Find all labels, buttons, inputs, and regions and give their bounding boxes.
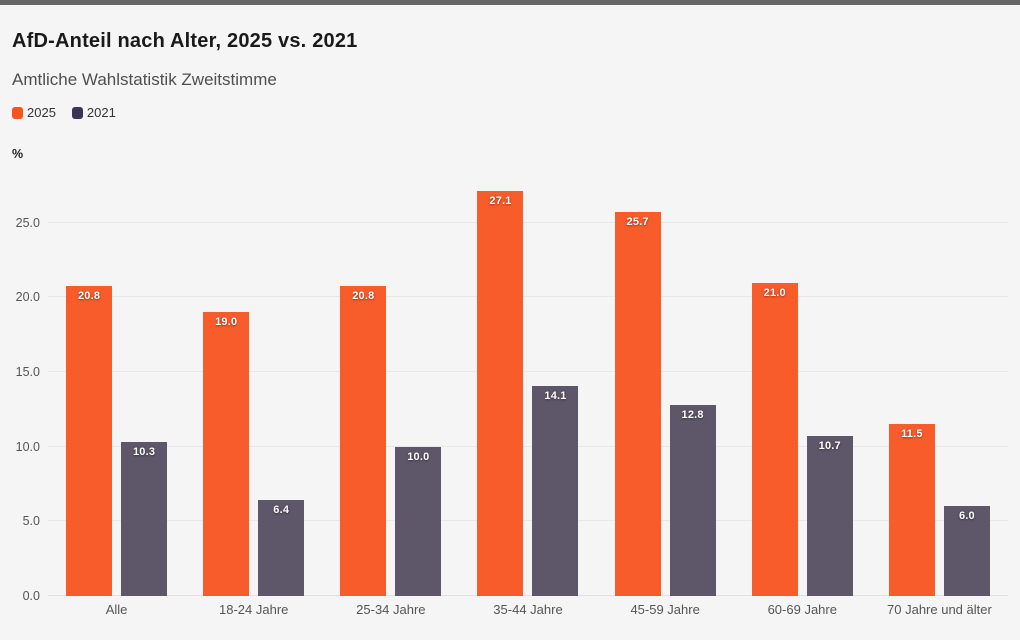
plot-area: 0.0 5.0 10.0 15.0 20.0 25.0 20.8 10.3 19.0 6.4 20.…: [16, 178, 1008, 603]
bar-group: 19.0 6.4: [185, 178, 322, 596]
bar-value-label: 20.8: [352, 289, 375, 302]
bar-2021: 10.7: [806, 436, 853, 596]
bar-group: 20.8 10.3: [48, 178, 185, 596]
bar-value-label: 21.0: [763, 286, 786, 299]
bar-value-label: 27.1: [489, 195, 512, 208]
x-axis-label: 35-44 Jahre: [493, 601, 563, 617]
y-tick-label: 5.0: [22, 514, 40, 529]
gridline: [48, 520, 1008, 522]
bar-value-label: 14.1: [544, 389, 567, 402]
chart-header: AfD-Anteil nach Alter, 2025 vs. 2021 Amt…: [0, 5, 1020, 120]
bar-value-label: 25.7: [626, 216, 649, 229]
top-accent-bar: [0, 0, 1020, 5]
page-title: AfD-Anteil nach Alter, 2025 vs. 2021: [12, 30, 358, 52]
legend: 2025 2021: [12, 105, 1008, 120]
bar-value-label: 11.5: [901, 428, 923, 441]
x-axis-label: 45-59 Jahre: [630, 601, 700, 617]
bar-2025: 27.1: [477, 191, 524, 596]
y-tick-label: 0.0: [22, 589, 40, 603]
bar-value-label: 10.3: [132, 446, 156, 459]
bar-value-label: 12.8: [681, 408, 704, 421]
bar-2025: 11.5: [888, 424, 935, 596]
bar-2025: 25.7: [614, 212, 661, 596]
bar-2025: 20.8: [340, 285, 387, 596]
y-tick-label: 10.0: [15, 439, 40, 454]
bar-value-label: 10.7: [818, 440, 841, 453]
bar-2021: 10.3: [121, 442, 168, 596]
chart-subtitle: Amtliche Wahlstatistik Zweitstimme: [12, 70, 277, 89]
bar-value-label: 6.4: [273, 504, 290, 517]
bar-group: 11.5 6.0: [871, 178, 1008, 596]
gridline: [48, 595, 1008, 596]
bar-group: 21.0 10.7: [734, 178, 871, 596]
x-axis-label: 70 Jahre und älter: [887, 601, 992, 617]
bar-2021: 10.0: [395, 446, 442, 596]
bar-value-label: 19.0: [215, 316, 238, 329]
gridline: [48, 371, 1008, 373]
gridline: [48, 296, 1008, 298]
bar-2021: 6.0: [943, 506, 990, 596]
bar-value-label: 20.8: [77, 289, 101, 302]
y-axis-unit-label: %: [12, 147, 24, 161]
bar-2021: 12.8: [669, 404, 716, 596]
legend-label-2025: 2025: [27, 105, 56, 120]
bar-groups: 20.8 10.3 19.0 6.4 20.8 10.0 27.1 14.1 25.7 12.8 2…: [48, 178, 1008, 596]
gridline: [48, 221, 1008, 223]
bar-value-label: 6.0: [958, 510, 975, 523]
bar-2025: 19.0: [203, 312, 250, 596]
legend-swatch-2021: [71, 106, 83, 119]
legend-swatch-2025: [12, 106, 23, 119]
y-tick-label: 15.0: [15, 365, 40, 380]
bar-2021: 14.1: [532, 385, 579, 596]
x-axis-label: 25-34 Jahre: [356, 601, 426, 617]
gridline: [48, 445, 1008, 447]
bar-group: 25.7 12.8: [597, 178, 734, 596]
x-axis-label: 60-69 Jahre: [767, 601, 837, 617]
x-axis-label: 18-24 Jahre: [219, 601, 289, 617]
bar-2021: 6.4: [258, 500, 305, 596]
bar-2025: 21.0: [751, 282, 798, 596]
legend-item-2025: 2025: [12, 105, 56, 120]
x-axis-labels: Alle 18-24 Jahre 25-34 Jahre 35-44 Jahre 45-…: [48, 596, 1008, 622]
bar-group: 27.1 14.1: [459, 178, 596, 596]
bar-2025: 20.8: [66, 285, 113, 596]
legend-item-2021: 2021: [71, 105, 116, 120]
y-tick-label: 20.0: [15, 290, 40, 305]
bar-group: 20.8 10.0: [322, 178, 459, 596]
legend-label-2021: 2021: [86, 105, 116, 120]
x-axis-label: Alle: [105, 601, 128, 617]
y-tick-label: 25.0: [15, 215, 40, 230]
bar-chart: 0.0 5.0 10.0 15.0 20.0 25.0 20.8 10.3 19.0 6.4 20.…: [0, 178, 1020, 622]
bar-value-label: 10.0: [407, 450, 430, 463]
